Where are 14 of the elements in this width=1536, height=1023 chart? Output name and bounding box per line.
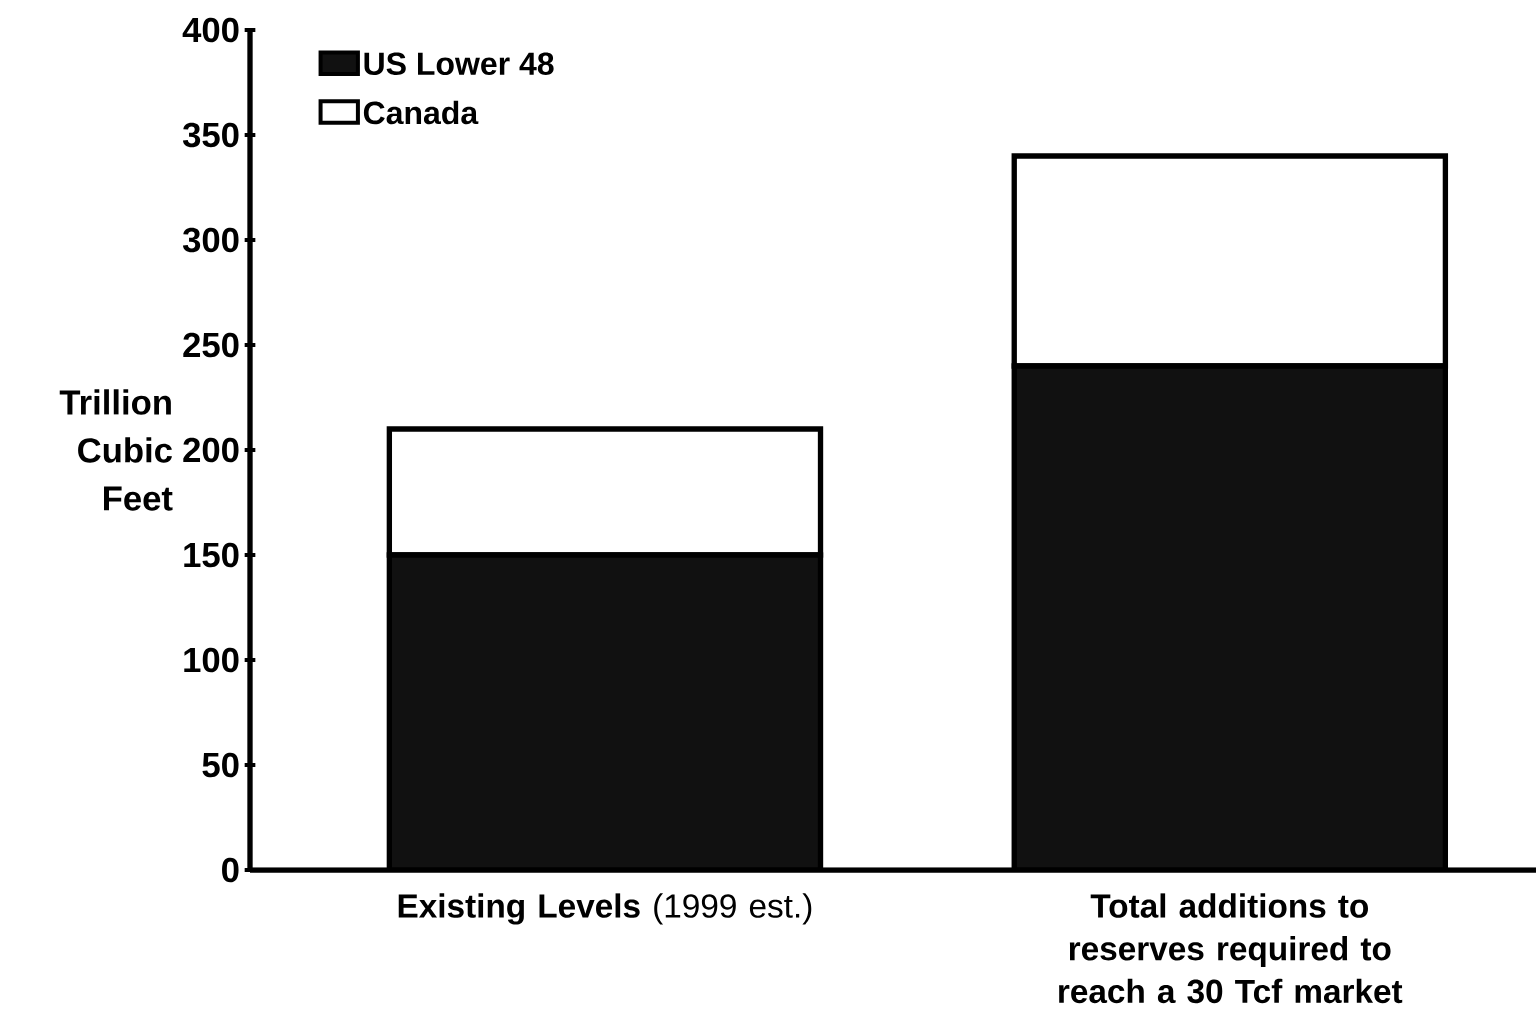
y-axis-title: Trillion Cubic Feet [59,389,173,511]
x-tick-label: Existing Levels (1999 est.) [398,893,812,925]
y-tick-label: 300 [182,227,239,253]
y-tick-label: 350 [182,122,239,148]
y-tick-label: 200 [183,437,239,463]
x-tick-label: Total additions to reserves required to reach a 30 Tcf market [1059,893,1403,1004]
y-tick-label: 0 [222,857,239,883]
y-tick-label: 150 [184,542,239,568]
legend-label: Canada [363,100,479,125]
legend-label: US Lower 48 [364,52,554,76]
y-tick-label: 400 [182,17,239,43]
y-tick-label: 50 [202,752,239,778]
y-tick-label: 100 [184,647,239,673]
y-tick-label: 250 [183,332,239,358]
